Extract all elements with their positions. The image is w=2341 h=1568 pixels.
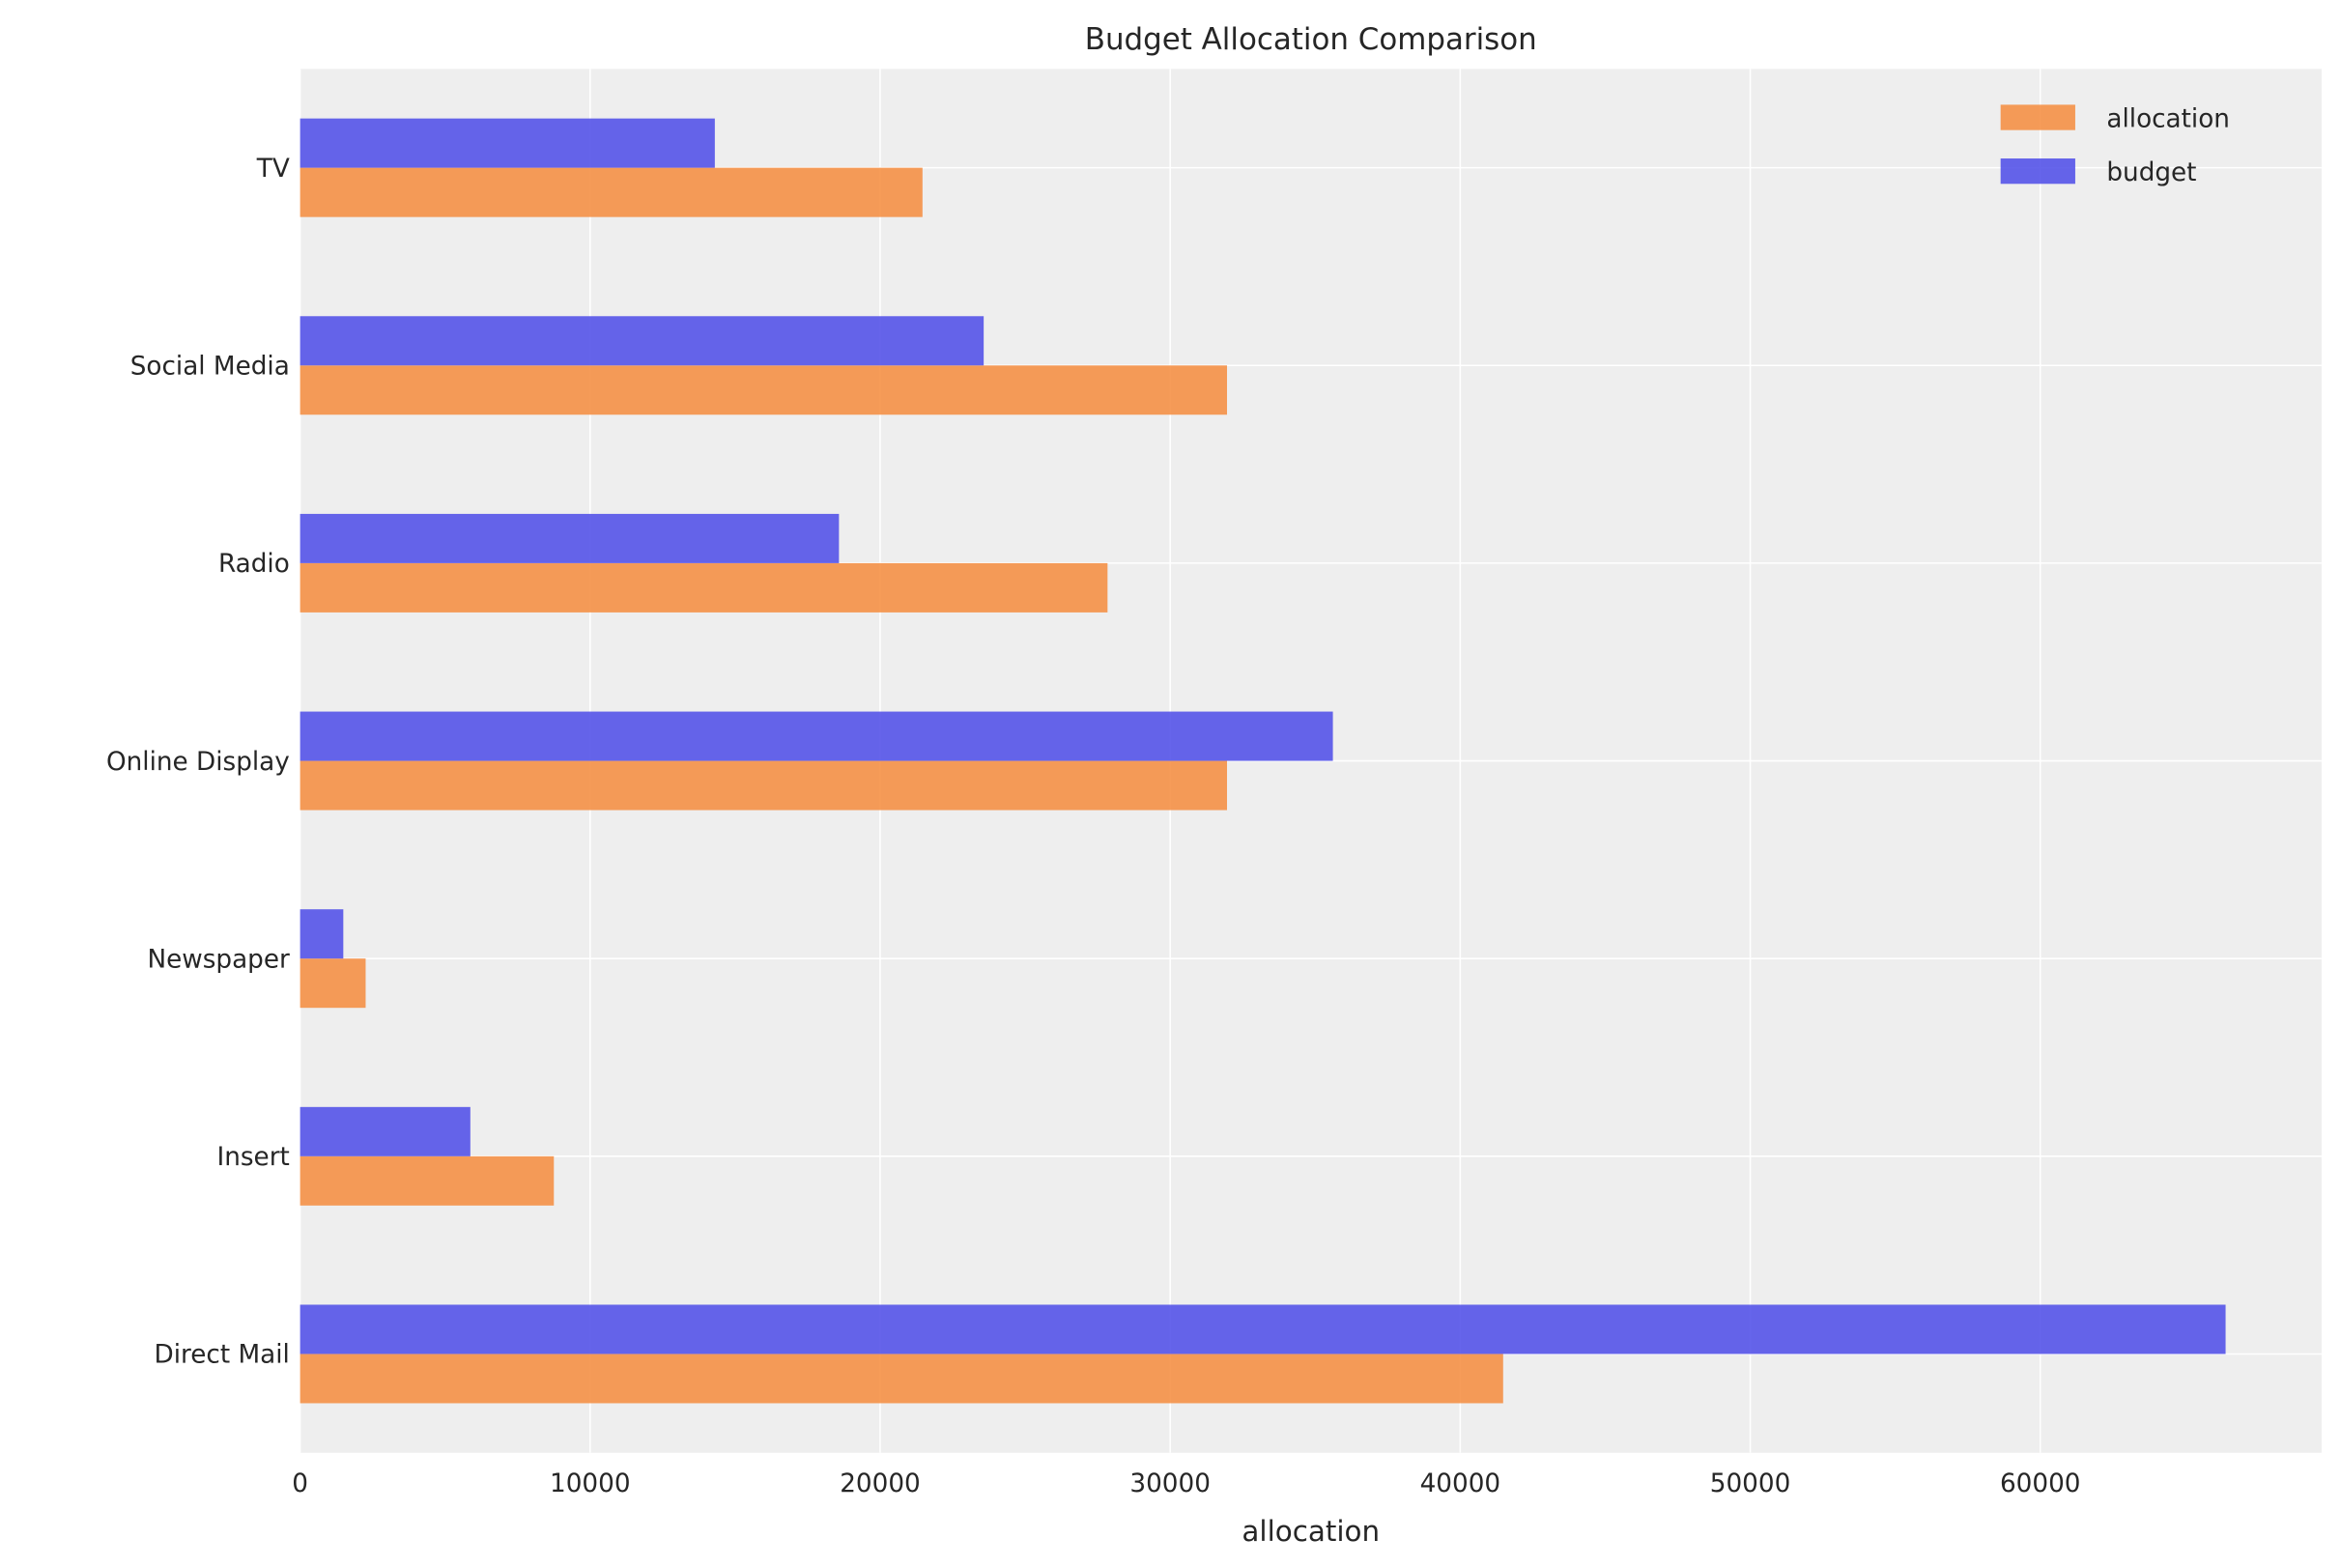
bar-allocation-tv <box>300 167 923 217</box>
y-ticks: Direct Mail Insert Newspaper Online Display… <box>106 155 290 1370</box>
x-tick-label: 0 <box>292 1469 308 1498</box>
bar-budget-radio <box>300 513 840 563</box>
bar-allocation-social-media <box>300 365 1228 415</box>
legend-label-budget: budget <box>2106 158 2196 187</box>
bar-budget-online-display <box>300 711 1333 761</box>
bar-budget-insert <box>300 1106 471 1156</box>
bar-allocation-online-display <box>300 760 1228 811</box>
x-tick-label: 30000 <box>1129 1469 1211 1498</box>
y-tick-label: Newspaper <box>147 945 289 974</box>
x-tick-label: 40000 <box>1420 1469 1501 1498</box>
x-axis-label: allocation <box>1242 1515 1380 1548</box>
bar-allocation-insert <box>300 1155 555 1206</box>
bar-budget-direct-mail <box>300 1304 2226 1354</box>
y-tick-label: Radio <box>218 550 290 579</box>
y-tick-label: Insert <box>216 1143 289 1172</box>
bar-allocation-radio <box>300 562 1108 613</box>
y-tick-label: Social Media <box>130 353 290 382</box>
x-tick-label: 20000 <box>840 1469 921 1498</box>
y-tick-label: Online Display <box>106 748 290 777</box>
bar-allocation-direct-mail <box>300 1354 1503 1404</box>
x-ticks: 0 10000 20000 30000 40000 50000 60000 <box>292 1469 2080 1498</box>
legend-swatch-allocation <box>2000 104 2075 130</box>
bar-budget-social-media <box>300 316 985 366</box>
chart-title: Budget Allocation Comparison <box>1085 22 1537 57</box>
bar-budget-newspaper <box>300 909 344 959</box>
legend-swatch-budget <box>2000 158 2075 185</box>
bars <box>300 118 2226 1404</box>
x-tick-label: 10000 <box>550 1469 631 1498</box>
bar-budget-tv <box>300 118 715 168</box>
x-tick-label: 50000 <box>1710 1469 1791 1498</box>
y-tick-label: Direct Mail <box>155 1341 290 1370</box>
x-tick-label: 60000 <box>2000 1469 2081 1498</box>
y-tick-label: TV <box>256 155 290 184</box>
legend: allocation budget <box>2000 104 2230 187</box>
legend-label-allocation: allocation <box>2106 105 2230 134</box>
bar-allocation-newspaper <box>300 958 366 1009</box>
